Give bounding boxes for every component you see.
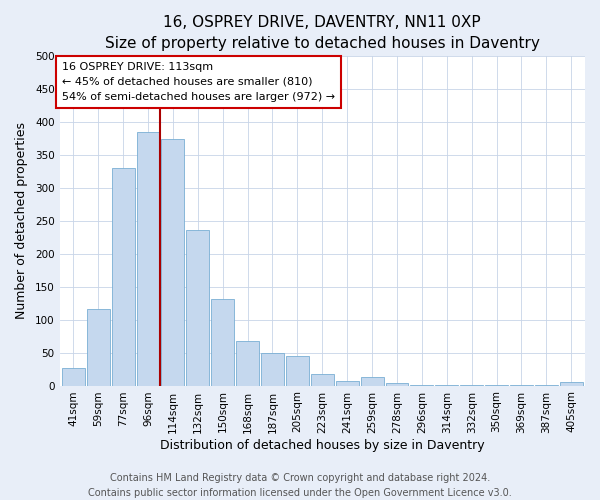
Bar [286, 356, 309, 386]
Bar [187, 230, 209, 386]
Bar [261, 352, 284, 386]
Bar [86, 308, 110, 386]
Bar [386, 383, 409, 386]
Bar [311, 374, 334, 386]
Y-axis label: Number of detached properties: Number of detached properties [15, 122, 28, 320]
Bar [336, 381, 359, 386]
Text: Contains HM Land Registry data © Crown copyright and database right 2024.
Contai: Contains HM Land Registry data © Crown c… [88, 472, 512, 498]
Bar [161, 138, 184, 386]
Bar [410, 385, 433, 386]
Bar [236, 341, 259, 386]
X-axis label: Distribution of detached houses by size in Daventry: Distribution of detached houses by size … [160, 440, 485, 452]
Bar [460, 385, 483, 386]
Bar [137, 132, 160, 386]
Bar [211, 298, 234, 386]
Title: 16, OSPREY DRIVE, DAVENTRY, NN11 0XP
Size of property relative to detached house: 16, OSPREY DRIVE, DAVENTRY, NN11 0XP Siz… [105, 15, 540, 51]
Bar [112, 168, 134, 386]
Bar [535, 385, 558, 386]
Text: 16 OSPREY DRIVE: 113sqm
← 45% of detached houses are smaller (810)
54% of semi-d: 16 OSPREY DRIVE: 113sqm ← 45% of detache… [62, 62, 335, 102]
Bar [361, 377, 383, 386]
Bar [436, 385, 458, 386]
Bar [62, 368, 85, 386]
Bar [485, 385, 508, 386]
Bar [560, 382, 583, 386]
Bar [510, 385, 533, 386]
